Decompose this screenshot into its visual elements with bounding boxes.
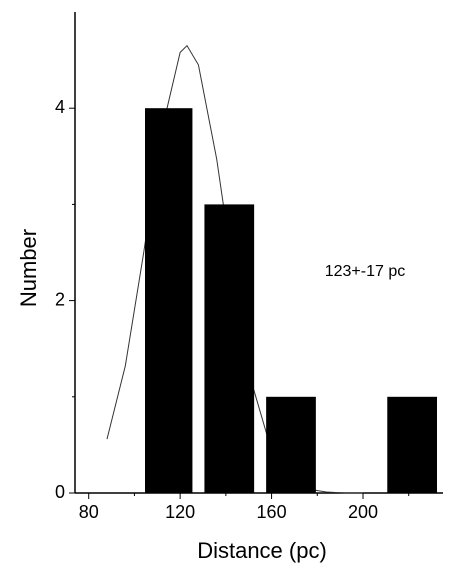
x-tick-label: 80 [79,502,99,522]
x-tick-label: 160 [257,502,287,522]
x-tick-label: 120 [165,502,195,522]
y-tick-label: 0 [55,482,65,502]
y-tick-label: 4 [55,97,65,117]
bar [387,396,437,493]
bar [145,108,193,493]
annotation: 123+-17 pc [325,263,406,280]
bar [204,204,255,493]
y-tick-label: 2 [55,289,65,309]
y-axis-label: Number [16,229,41,307]
bar [266,396,316,493]
x-tick-label: 200 [348,502,378,522]
x-axis-label: Distance (pc) [197,538,327,563]
